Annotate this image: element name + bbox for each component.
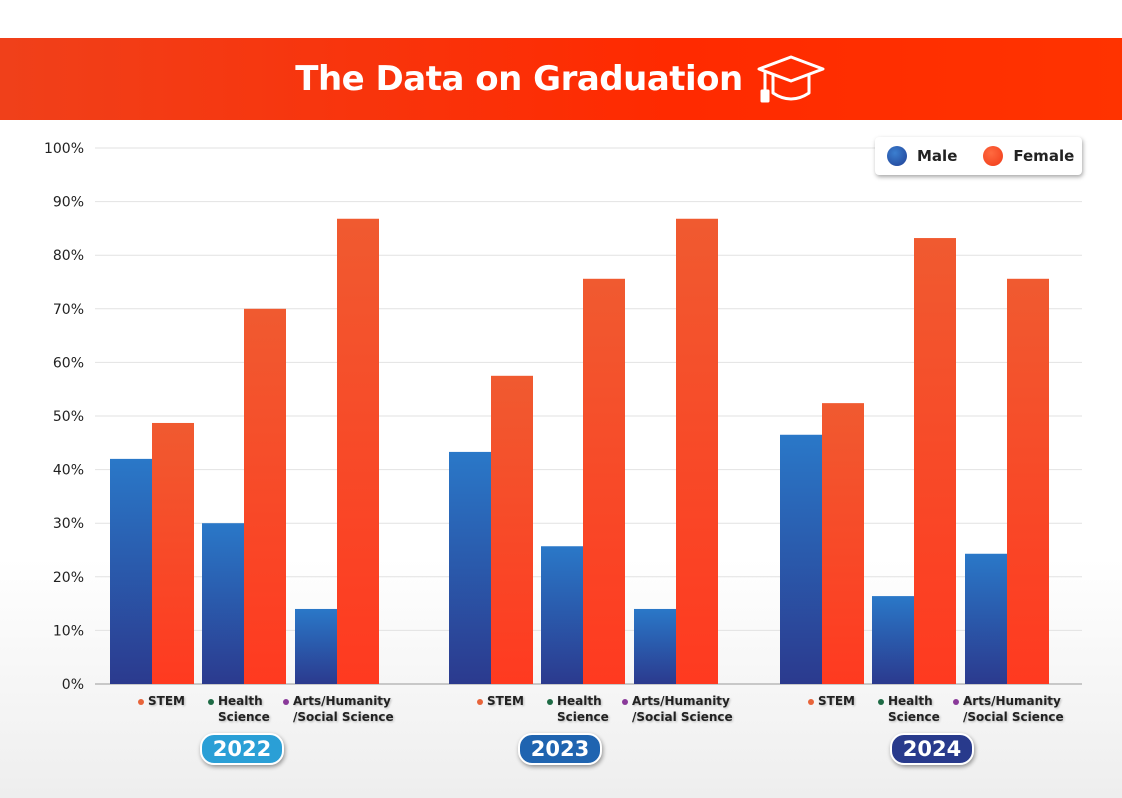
chart-title: The Data on Graduation (295, 59, 743, 99)
category-bullet-icon (477, 698, 483, 705)
category-label: STEM (808, 693, 855, 709)
y-tick-label: 20% (53, 570, 84, 586)
bar-2023-arts-humanity-social-science-female (676, 218, 718, 684)
category-bullet-icon (622, 698, 628, 705)
category-bullet-icon (953, 698, 959, 705)
bar-2023-health-science-female (583, 278, 625, 684)
bar-2024-arts-humanity-social-science-female (1007, 278, 1049, 684)
category-label-line1: Health (888, 694, 933, 708)
category-label-line1: Health (218, 694, 263, 708)
bar-2022-stem-female (152, 422, 194, 684)
bar-2024-arts-humanity-social-science-male (965, 553, 1007, 684)
category-label-line1: Arts/Humanity (293, 694, 391, 708)
legend-female-label: Female (1013, 147, 1075, 165)
legend: Male Female (875, 137, 1082, 175)
legend-male-swatch (887, 146, 907, 166)
category-label-line1: STEM (818, 694, 855, 708)
category-label: STEM (138, 693, 185, 709)
category-bullet-icon (208, 698, 214, 705)
y-tick-label: 70% (53, 302, 84, 318)
title-banner: The Data on Graduation (0, 38, 1122, 120)
category-label-line1: STEM (487, 694, 524, 708)
graduation-cap-icon (757, 55, 825, 103)
bar-2024-stem-male (780, 434, 822, 684)
bar-2022-arts-humanity-social-science-male (295, 608, 337, 684)
category-label: Arts/Humanity/Social Science (283, 693, 394, 725)
legend-male-label: Male (917, 147, 958, 165)
legend-female-swatch (983, 146, 1004, 166)
year-badge-2023: 2023 (518, 733, 602, 765)
category-label: Health Science (878, 693, 940, 725)
bar-2023-arts-humanity-social-science-male (634, 608, 676, 684)
category-bullet-icon (283, 698, 289, 705)
category-label-line2: /Social Science (293, 710, 394, 724)
bar-2023-stem-male (449, 451, 491, 684)
category-label-line1: Arts/Humanity (963, 694, 1061, 708)
bar-2024-stem-female (822, 403, 864, 684)
category-label-line1: STEM (148, 694, 185, 708)
category-label-line1: Arts/Humanity (632, 694, 730, 708)
bar-2022-health-science-female (244, 308, 286, 684)
category-label: Arts/Humanity/Social Science (622, 693, 733, 725)
y-tick-label: 60% (53, 355, 84, 371)
category-label-line2: /Social Science (963, 710, 1064, 724)
category-label-line2: Science (557, 710, 609, 724)
category-label-line2: /Social Science (632, 710, 733, 724)
bar-2023-stem-female (491, 375, 533, 684)
category-label-line2: Science (888, 710, 940, 724)
category-bullet-icon (138, 698, 144, 705)
bar-2024-health-science-female (914, 238, 956, 684)
y-tick-label: 30% (53, 516, 84, 532)
bar-2023-health-science-male (541, 546, 583, 684)
category-bullet-icon (878, 698, 884, 705)
y-tick-label: 90% (53, 195, 84, 211)
category-label: STEM (477, 693, 524, 709)
y-tick-label: 40% (53, 463, 84, 479)
category-label: Health Science (208, 693, 270, 725)
category-label: Health Science (547, 693, 609, 725)
y-tick-label: 0% (62, 677, 84, 693)
category-label-line2: Science (218, 710, 270, 724)
year-badge-2024: 2024 (890, 733, 974, 765)
category-bullet-icon (808, 698, 814, 705)
category-label: Arts/Humanity/Social Science (953, 693, 1064, 725)
y-tick-label: 10% (53, 623, 84, 639)
bar-2022-arts-humanity-social-science-female (337, 218, 379, 684)
y-tick-label: 80% (53, 248, 84, 264)
bar-2024-health-science-male (872, 596, 914, 684)
category-label-line1: Health (557, 694, 602, 708)
year-badge-2022: 2022 (200, 733, 284, 765)
y-tick-label: 100% (44, 141, 84, 157)
category-bullet-icon (547, 698, 553, 705)
bar-2022-stem-male (110, 458, 152, 684)
bar-2022-health-science-male (202, 523, 244, 684)
y-tick-label: 50% (53, 409, 84, 425)
